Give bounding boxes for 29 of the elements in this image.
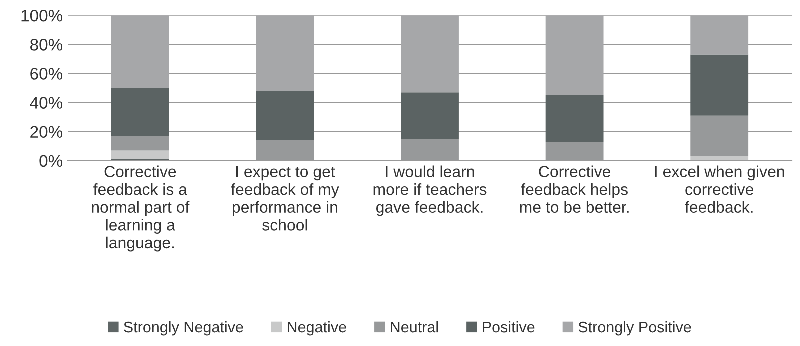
bar [111,136,170,151]
legend-label: Strongly Negative [124,321,244,336]
bar [111,88,170,136]
x-tick-label: Corrective feedback is a normal part of learning a language. [92,166,190,252]
legend-label: Negative [288,321,346,336]
legend-label: Neutral [391,321,438,333]
bar [111,16,170,88]
x-tick-label: I expect to get feedback of my performance in school [231,166,340,231]
legend-label: Positive [483,321,535,333]
bar [546,95,604,142]
y-tick-label: 40% [30,97,63,109]
x-tick-label: I would learn more if teachers gave feedback. [374,166,487,216]
bar [401,16,459,93]
bar [256,16,314,92]
y-tick-label: 60% [30,68,63,80]
bar [690,54,749,116]
bar [401,92,459,140]
x-tick-label: I excel when given corrective feedback. [655,166,784,214]
y-tick-label: 80% [30,39,63,51]
bar [690,156,749,161]
bar [111,150,170,160]
y-tick-label: 0% [40,155,63,168]
bar [690,16,749,55]
y-tick-label: 20% [30,126,63,138]
x-tick-label: Corrective feedback helps me to be better. [520,166,629,214]
bar [256,91,314,141]
legend-label: Strongly Positive [578,321,692,336]
bar [546,16,604,96]
y-tick-label: 100% [22,10,63,22]
